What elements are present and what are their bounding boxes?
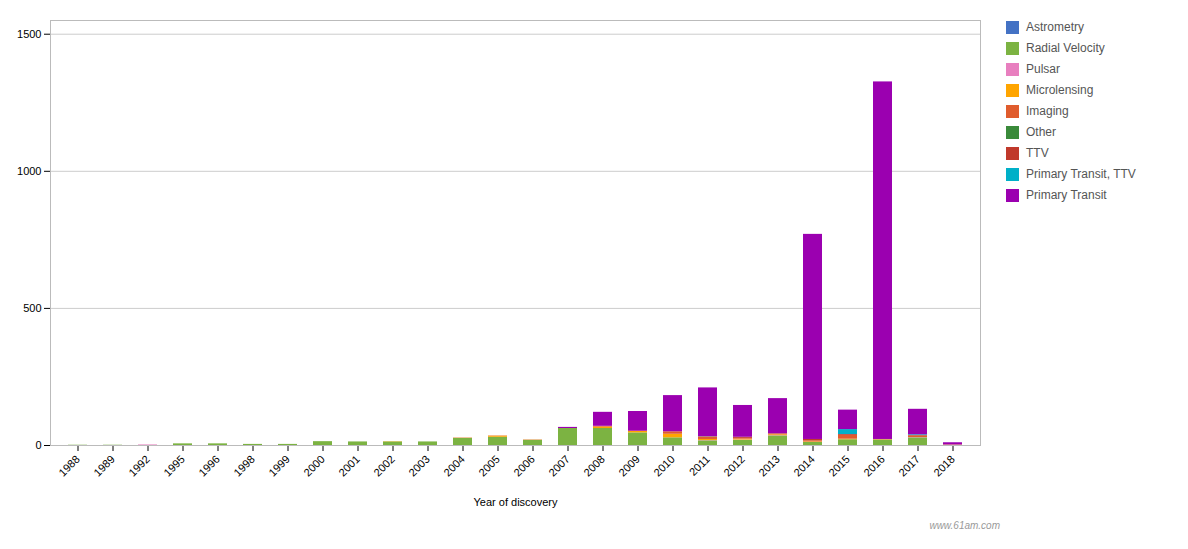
svg-text:1995: 1995 (161, 453, 187, 479)
svg-text:2005: 2005 (476, 453, 502, 479)
svg-text:500: 500 (23, 302, 41, 314)
svg-text:1996: 1996 (196, 453, 222, 479)
svg-text:1500: 1500 (17, 28, 41, 40)
svg-text:2004: 2004 (441, 453, 467, 479)
svg-text:2015: 2015 (826, 453, 852, 479)
html-text:Primary Transit, TTV: Primary Transit, TTV (1026, 167, 1136, 181)
svg-text:1992: 1992 (126, 453, 152, 479)
svg-text:2012: 2012 (721, 453, 747, 479)
svg-text:2013: 2013 (756, 453, 782, 479)
svg-text:1998: 1998 (231, 453, 257, 479)
svg-text:2016: 2016 (861, 453, 887, 479)
html-text:Primary Transit: Primary Transit (1026, 188, 1107, 202)
svg-text:1000: 1000 (17, 165, 41, 177)
svg-text:2017: 2017 (896, 453, 922, 479)
svg-text:2003: 2003 (406, 453, 432, 479)
html-text:Pulsar: Pulsar (1026, 62, 1060, 76)
svg-text:1989: 1989 (91, 453, 117, 479)
svg-text:Year of discovery: Year of discovery (474, 496, 558, 508)
svg-text:1999: 1999 (266, 453, 292, 479)
svg-text:2014: 2014 (791, 453, 817, 479)
html-text:Astrometry: Astrometry (1026, 20, 1084, 34)
svg-text:2001: 2001 (336, 453, 362, 479)
html-text:Imaging: Imaging (1026, 104, 1069, 118)
svg-text:2002: 2002 (371, 453, 397, 479)
svg-text:2018: 2018 (931, 453, 957, 479)
svg-text:2000: 2000 (301, 453, 327, 479)
html-text:TTV: TTV (1026, 146, 1049, 160)
svg-text:2006: 2006 (511, 453, 537, 479)
svg-text:2010: 2010 (651, 453, 677, 479)
svg-text:2008: 2008 (581, 453, 607, 479)
html-text:Radial Velocity: Radial Velocity (1026, 41, 1105, 55)
svg-text:2009: 2009 (616, 453, 642, 479)
html-text:Other: Other (1026, 125, 1056, 139)
svg-text:1988: 1988 (56, 453, 82, 479)
svg-text:2007: 2007 (546, 453, 572, 479)
svg-text:2011: 2011 (687, 453, 712, 478)
html-text:Microlensing: Microlensing (1026, 83, 1094, 97)
html-text:www.61am.com: www.61am.com (929, 520, 1000, 531)
svg-text:0: 0 (35, 439, 41, 451)
